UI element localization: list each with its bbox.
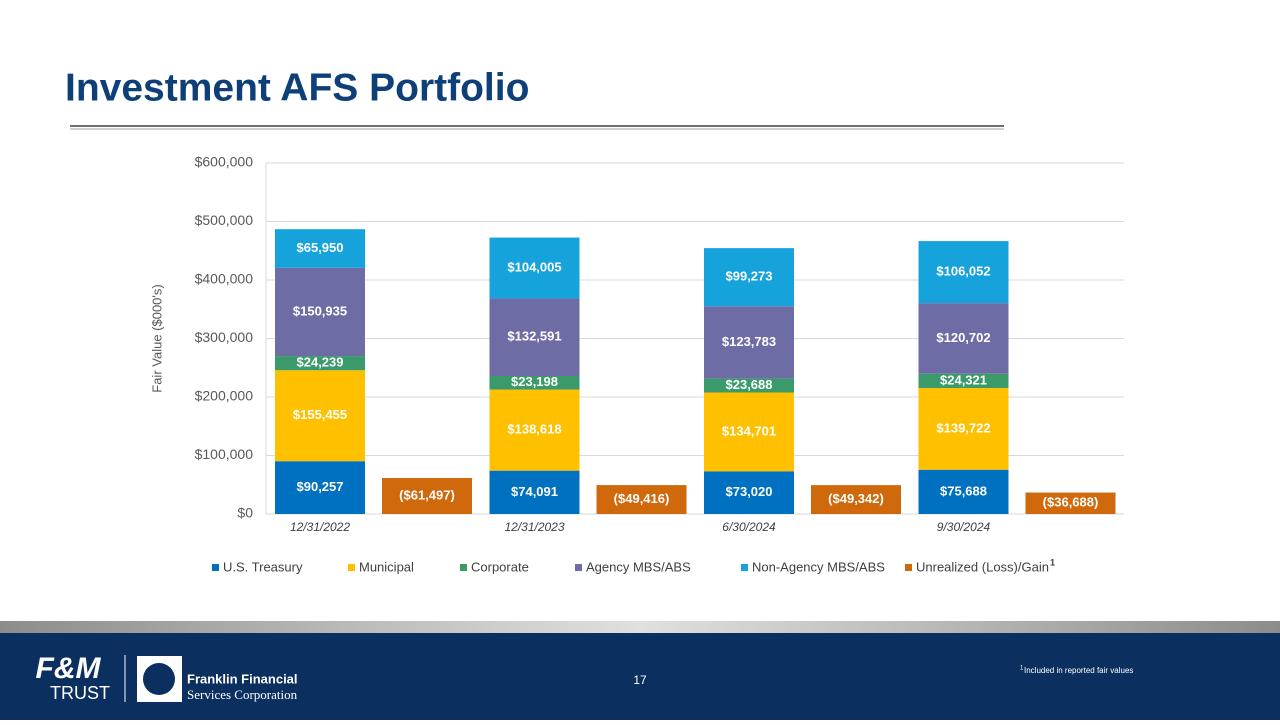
- y-tick-label: $300,000: [195, 329, 254, 345]
- y-tick-label: $600,000: [195, 154, 254, 170]
- bar-segment: [489, 389, 580, 471]
- data-label: $65,950: [297, 240, 344, 255]
- legend-label: U.S. Treasury: [223, 559, 303, 574]
- x-tick-label: 12/31/2023: [504, 520, 564, 534]
- footnote-marker: 1: [1020, 666, 1024, 672]
- slide-title: Investment AFS Portfolio: [65, 66, 529, 109]
- footer: [0, 633, 1280, 720]
- data-label: $139,722: [936, 420, 990, 435]
- bar-segment: [489, 237, 580, 299]
- footer-band: [0, 621, 1280, 633]
- data-label: $155,455: [293, 407, 347, 422]
- data-label: $123,783: [722, 334, 776, 349]
- legend-swatch: [905, 564, 912, 571]
- bar-segment: [275, 461, 365, 514]
- bar-segment: [275, 267, 365, 357]
- chart: $0 $100,000 $200,000 $300,000 $400,000 $500,0…: [149, 154, 1124, 574]
- y-tick-label: $100,000: [195, 446, 254, 462]
- logo-text: Franklin Financial: [187, 671, 298, 686]
- data-label: ($49,416): [614, 491, 670, 506]
- data-label: $134,701: [722, 423, 776, 438]
- data-label: ($61,497): [399, 487, 455, 502]
- data-label: $73,020: [726, 484, 773, 499]
- data-label: $106,052: [936, 264, 990, 279]
- data-label: $74,091: [511, 484, 558, 499]
- data-label: $150,935: [293, 303, 347, 318]
- bar-segment: [918, 303, 1009, 374]
- bar-segment: [918, 469, 1009, 514]
- legend-label: Agency MBS/ABS: [586, 559, 691, 574]
- legend-label: Municipal: [359, 559, 414, 574]
- data-label: $138,618: [507, 422, 561, 437]
- bar-segment: [275, 370, 365, 462]
- bar-segment: [275, 356, 365, 371]
- bar-segment: [704, 378, 794, 393]
- data-label: $23,688: [726, 377, 773, 392]
- x-tick-label: 6/30/2024: [722, 520, 776, 534]
- footnote: Included in reported fair values: [1024, 666, 1133, 675]
- data-label: $75,688: [940, 483, 987, 498]
- y-axis-label: Fair Value ($000's): [149, 284, 164, 392]
- bar-segment: [704, 471, 794, 514]
- bar-segment: [918, 241, 1009, 304]
- y-tick-label: $200,000: [195, 388, 254, 404]
- legend-marker: 1: [1050, 557, 1055, 567]
- data-label: $99,273: [726, 269, 773, 284]
- bar-segment: [704, 306, 794, 379]
- bar: [811, 485, 901, 514]
- legend-swatch: [460, 564, 467, 571]
- bar-segment: [918, 387, 1009, 470]
- x-tick-label: 9/30/2024: [937, 520, 991, 534]
- logo-emblem-head: [143, 663, 175, 695]
- legend-label: Corporate: [471, 559, 529, 574]
- legend-swatch: [741, 564, 748, 571]
- data-label: $132,591: [507, 329, 561, 344]
- legend-swatch: [575, 564, 582, 571]
- bar-segment: [489, 298, 580, 376]
- bar-segment: [489, 375, 580, 390]
- y-tick-label: $400,000: [195, 271, 254, 287]
- bar-segment: [918, 373, 1009, 388]
- bar: [1025, 492, 1116, 514]
- data-label: $90,257: [297, 479, 344, 494]
- logo-text: Services Corporation: [187, 687, 298, 702]
- page-number: 17: [633, 673, 647, 687]
- logo-text: F&M: [36, 652, 102, 685]
- data-label: ($36,688): [1043, 495, 1099, 510]
- data-label: $24,239: [297, 355, 344, 370]
- legend-label: Unrealized (Loss)/Gain: [916, 559, 1049, 574]
- bar-segment: [489, 470, 580, 514]
- y-tick-label: $0: [237, 505, 253, 521]
- bar-segment: [704, 392, 794, 472]
- y-tick-label: $500,000: [195, 212, 254, 228]
- bar: [596, 485, 687, 514]
- legend-swatch: [348, 564, 355, 571]
- data-label: $120,702: [936, 330, 990, 345]
- data-label: ($49,342): [828, 491, 884, 506]
- data-label: $24,321: [940, 372, 987, 387]
- data-label: $104,005: [507, 259, 561, 274]
- x-tick-label: 12/31/2022: [290, 520, 350, 534]
- bar-segment: [704, 248, 794, 307]
- legend-label: Non-Agency MBS/ABS: [752, 559, 885, 574]
- logo-text: TRUST: [50, 683, 110, 703]
- data-label: $23,198: [511, 374, 558, 389]
- bar-segment: [275, 229, 365, 268]
- legend-swatch: [212, 564, 219, 571]
- bar: [382, 478, 472, 514]
